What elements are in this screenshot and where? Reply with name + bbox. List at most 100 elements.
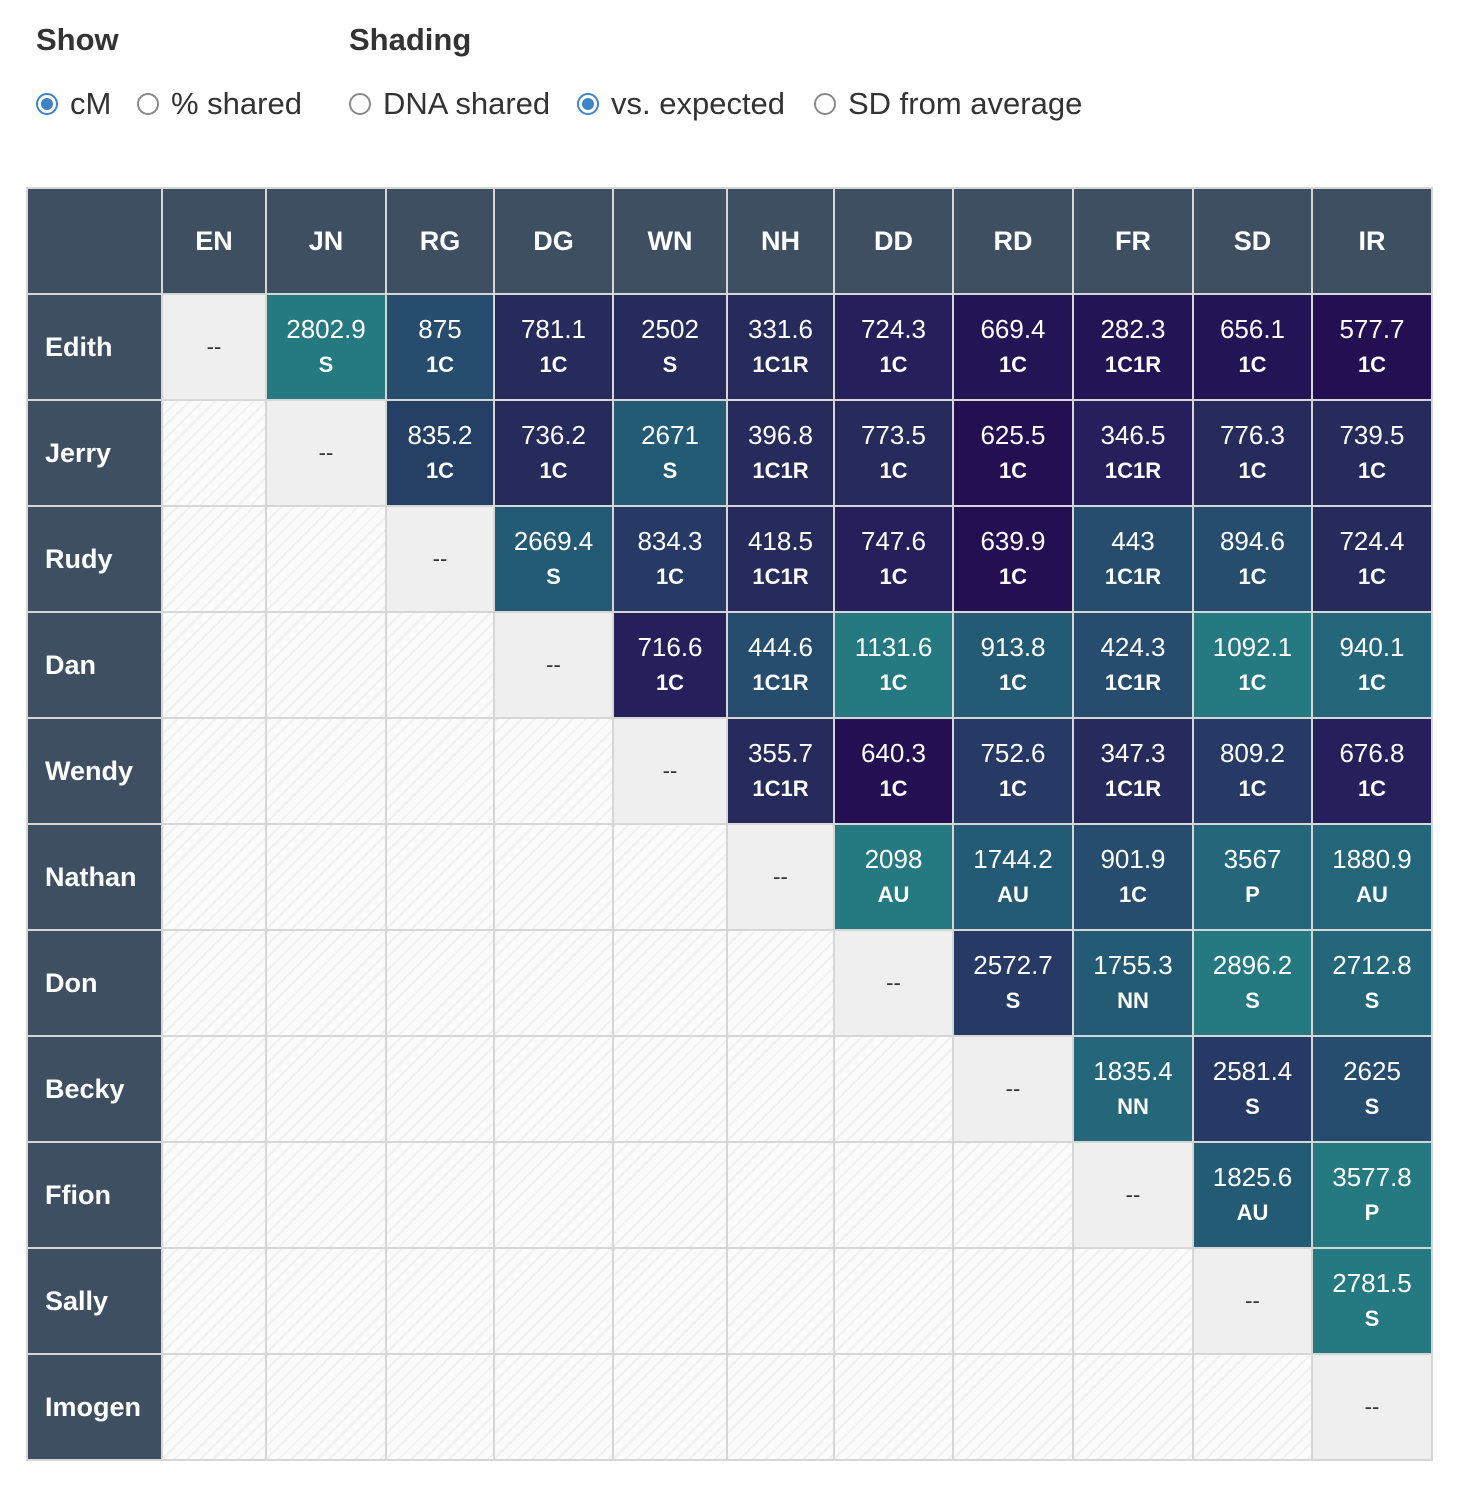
shared-cm-value: 625.5	[980, 420, 1046, 450]
relationship-code: AU	[997, 882, 1029, 907]
shared-cm-value: 835.2	[407, 420, 473, 450]
match-cell[interactable]: 773.5 1C	[833, 399, 954, 507]
match-cell[interactable]: 894.6 1C	[1192, 505, 1313, 613]
match-cell[interactable]: 656.1 1C	[1192, 293, 1313, 401]
match-cell[interactable]: 1825.6 AU	[1192, 1141, 1313, 1249]
column-header: RG	[385, 187, 495, 295]
matrix-row: Ffion -- 1825.6 AU 3577.8 P	[26, 1141, 1433, 1249]
relationship-code: 1C	[655, 564, 685, 589]
relationship-code: 1C	[1238, 670, 1267, 695]
match-cell[interactable]: 396.8 1C1R	[726, 399, 835, 507]
shared-cm-value: 1131.6	[854, 632, 933, 662]
match-cell[interactable]: 2581.4 S	[1192, 1035, 1313, 1143]
shared-cm-value: 424.3	[1100, 632, 1166, 662]
shared-cm-value: 739.5	[1339, 420, 1405, 450]
show-percent-shared-radio[interactable]: % shared	[137, 86, 302, 122]
shading-sd-from-average-radio[interactable]: SD from average	[814, 86, 1082, 122]
shared-cm-value: 2896.2	[1212, 950, 1293, 980]
match-cell[interactable]: 776.3 1C	[1192, 399, 1313, 507]
match-cell[interactable]: 2572.7 S	[952, 929, 1074, 1037]
match-cell[interactable]: 2781.5 S	[1311, 1247, 1433, 1355]
relationship-code: 1C	[879, 352, 908, 377]
shared-cm-value: 2802.9	[286, 314, 366, 344]
match-cell[interactable]: 3577.8 P	[1311, 1141, 1433, 1249]
match-cell[interactable]: 639.9 1C	[952, 505, 1074, 613]
empty-cell	[612, 1353, 728, 1461]
match-cell[interactable]: 2671 S	[612, 399, 728, 507]
matrix-row: Imogen --	[26, 1353, 1433, 1461]
match-cell[interactable]: 901.9 1C	[1072, 823, 1194, 931]
match-cell[interactable]: 1880.9 AU	[1311, 823, 1433, 931]
empty-cell	[493, 717, 614, 825]
relationship-code: S	[662, 352, 678, 377]
empty-cell	[265, 823, 387, 931]
empty-cell	[833, 1353, 954, 1461]
match-cell[interactable]: 676.8 1C	[1311, 717, 1433, 825]
empty-cell	[161, 929, 267, 1037]
self-cell: --	[833, 929, 954, 1037]
match-cell[interactable]: 424.3 1C1R	[1072, 611, 1194, 719]
match-cell[interactable]: 355.7 1C1R	[726, 717, 835, 825]
shading-vs-expected-radio[interactable]: vs. expected	[577, 86, 785, 122]
match-cell[interactable]: 444.6 1C1R	[726, 611, 835, 719]
match-cell[interactable]: 736.2 1C	[493, 399, 614, 507]
match-cell[interactable]: 747.6 1C	[833, 505, 954, 613]
relationship-code: 1C1R	[752, 670, 809, 695]
show-cm-radio[interactable]: cM	[36, 86, 111, 122]
match-cell[interactable]: 716.6 1C	[612, 611, 728, 719]
relationship-code: 1C	[425, 458, 455, 483]
match-cell[interactable]: 331.6 1C1R	[726, 293, 835, 401]
shared-cm-value: 656.1	[1219, 314, 1286, 344]
match-cell[interactable]: 640.3 1C	[833, 717, 954, 825]
shading-vs-expected-label: vs. expected	[611, 86, 786, 121]
match-cell[interactable]: 1131.6 1C	[833, 611, 954, 719]
match-cell[interactable]: 809.2 1C	[1192, 717, 1313, 825]
match-cell[interactable]: 347.3 1C1R	[1072, 717, 1194, 825]
radio-selected-icon[interactable]	[36, 93, 58, 115]
radio-unselected-icon[interactable]	[137, 93, 159, 115]
match-cell[interactable]: 724.3 1C	[833, 293, 954, 401]
shared-cm-value: 355.7	[747, 738, 814, 768]
match-cell[interactable]: 346.5 1C1R	[1072, 399, 1194, 507]
match-cell[interactable]: 2712.8 S	[1311, 929, 1433, 1037]
match-cell[interactable]: 835.2 1C	[385, 399, 495, 507]
match-cell[interactable]: 875 1C	[385, 293, 495, 401]
relationship-code: 1C	[1357, 564, 1387, 589]
match-cell[interactable]: 739.5 1C	[1311, 399, 1433, 507]
shading-dna-shared-radio[interactable]: DNA shared	[349, 86, 550, 122]
empty-cell	[493, 823, 614, 931]
match-cell[interactable]: 1744.2 AU	[952, 823, 1074, 931]
match-cell[interactable]: 940.1 1C	[1311, 611, 1433, 719]
match-cell[interactable]: 834.3 1C	[612, 505, 728, 613]
match-cell[interactable]: 577.7 1C	[1311, 293, 1433, 401]
relationship-code: 1C	[539, 352, 568, 377]
match-cell[interactable]: 2098 AU	[833, 823, 954, 931]
match-cell[interactable]: 1092.1 1C	[1192, 611, 1313, 719]
match-cell[interactable]: 2625 S	[1311, 1035, 1433, 1143]
radio-unselected-icon[interactable]	[814, 93, 836, 115]
match-cell[interactable]: 3567 P	[1192, 823, 1313, 931]
empty-cell	[265, 611, 387, 719]
match-cell[interactable]: 282.3 1C1R	[1072, 293, 1194, 401]
match-cell[interactable]: 781.1 1C	[493, 293, 614, 401]
match-cell[interactable]: 2802.9 S	[265, 293, 387, 401]
empty-cell	[385, 1035, 495, 1143]
match-cell[interactable]: 625.5 1C	[952, 399, 1074, 507]
shared-cm-value: 346.5	[1100, 420, 1166, 450]
row-header: Dan	[26, 611, 163, 719]
match-cell[interactable]: 2669.4 S	[493, 505, 614, 613]
match-cell[interactable]: 1755.3 NN	[1072, 929, 1194, 1037]
match-cell[interactable]: 1835.4 NN	[1072, 1035, 1194, 1143]
match-cell[interactable]: 2502 S	[612, 293, 728, 401]
radio-unselected-icon[interactable]	[349, 93, 371, 115]
match-cell[interactable]: 752.6 1C	[952, 717, 1074, 825]
row-header: Don	[26, 929, 163, 1037]
match-cell[interactable]: 418.5 1C1R	[726, 505, 835, 613]
match-cell[interactable]: 724.4 1C	[1311, 505, 1433, 613]
match-cell[interactable]: 669.4 1C	[952, 293, 1074, 401]
match-cell[interactable]: 443 1C1R	[1072, 505, 1194, 613]
match-cell[interactable]: 2896.2 S	[1192, 929, 1313, 1037]
shared-cm-value: 347.3	[1100, 738, 1166, 768]
radio-selected-icon[interactable]	[577, 93, 599, 115]
match-cell[interactable]: 913.8 1C	[952, 611, 1074, 719]
